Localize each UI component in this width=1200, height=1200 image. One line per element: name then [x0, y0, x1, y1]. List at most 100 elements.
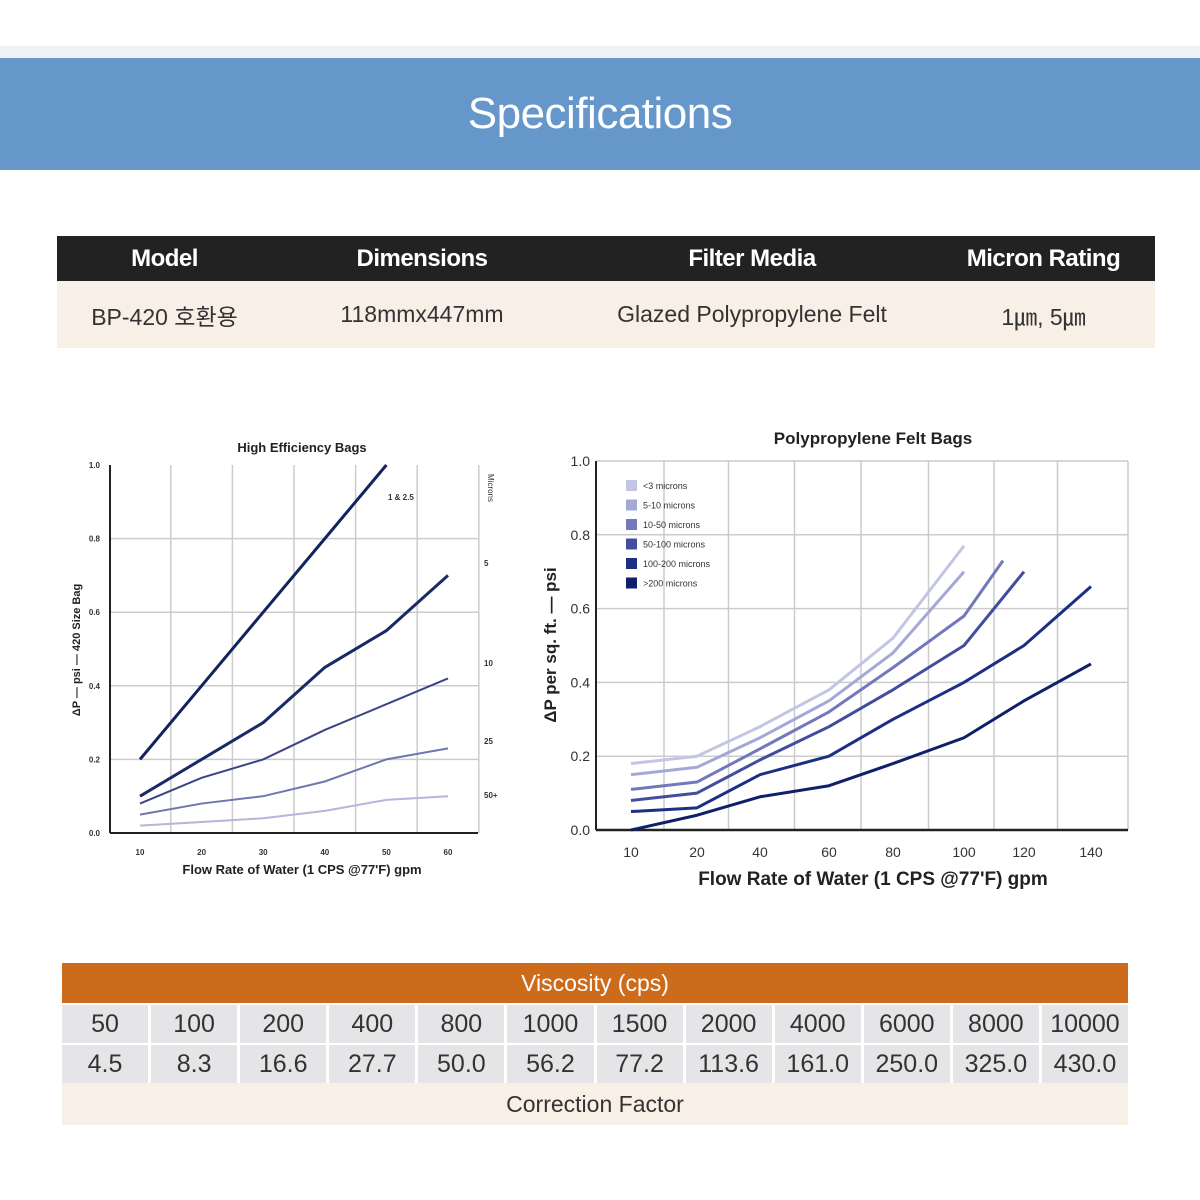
chart-title: High Efficiency Bags: [237, 440, 366, 455]
high-efficiency-bags-chart: High Efficiency Bags Flow Rate of Water …: [71, 440, 498, 877]
x-axis-label: Flow Rate of Water (1 CPS @77'F) gpm: [182, 862, 421, 877]
y-tick-label: 0.2: [89, 755, 101, 764]
y-axis-label: ΔP — psi — 420 Size Bag: [71, 584, 83, 716]
correction-factor-cell: 56.2: [507, 1045, 594, 1083]
top-divider: [0, 46, 1200, 58]
legend-label: >200 microns: [643, 579, 698, 589]
legend-label: 100-200 microns: [643, 559, 711, 569]
viscosity-table: Viscosity (cps) 50 100 200 400 800 1000 1500 20…: [62, 963, 1128, 1125]
y-tick-label: 0.2: [571, 748, 591, 764]
y-tick-label: 0.6: [89, 608, 101, 617]
x-tick-label: 120: [1012, 844, 1036, 860]
page-title: Specifications: [467, 89, 733, 138]
correction-factor-cell: 4.5: [62, 1045, 149, 1083]
x-tick-label: 10: [136, 848, 145, 857]
header-model: Model: [131, 244, 198, 272]
y-tick-label: 0.6: [571, 601, 591, 617]
spec-table-row: BP-420 호환용 118mmx447mm Glazed Polypropyl…: [57, 281, 1155, 348]
x-tick-label: 80: [885, 844, 901, 860]
x-tick-label: 50: [382, 848, 391, 857]
x-tick-label: 40: [320, 848, 329, 857]
series-label: 50+: [484, 791, 498, 800]
series-line-1-2-5: [138, 464, 388, 761]
y-tick-label: 0.8: [89, 535, 101, 544]
legend-swatch: [626, 558, 637, 569]
viscosity-cell: 200: [240, 1005, 327, 1043]
y-tick-label: 1.0: [89, 461, 101, 470]
y-tick-label: 1.0: [571, 453, 591, 469]
y-axis-label: ΔP per sq. ft. — psi: [541, 567, 560, 723]
viscosity-cell: 1500: [596, 1005, 683, 1043]
viscosity-cell: 2000: [685, 1005, 772, 1043]
x-tick-label: 60: [821, 844, 837, 860]
correction-factor-cell: 161.0: [774, 1045, 861, 1083]
viscosity-cell: 50: [62, 1005, 149, 1043]
x-tick-label: 140: [1079, 844, 1103, 860]
series-label: 10: [484, 659, 493, 668]
correction-factor-cell: 16.6: [240, 1045, 327, 1083]
header-micron-rating: Micron Rating: [966, 244, 1121, 272]
correction-factor-cell: 250.0: [863, 1045, 950, 1083]
x-tick-label: 60: [444, 848, 453, 857]
specifications-banner: Specifications: [0, 58, 1200, 170]
series-line-50-: [139, 795, 449, 827]
right-axis-label: Microns: [486, 474, 495, 502]
viscosity-cell: 800: [418, 1005, 505, 1043]
series-line-1: [630, 544, 966, 766]
spec-table: Model Dimensions Filter Media Micron Rat…: [57, 236, 1155, 348]
cell-micron-rating: 1㎛, 5㎛: [1001, 303, 1086, 330]
legend-swatch: [626, 480, 637, 491]
viscosity-cell: 100: [151, 1005, 238, 1043]
correction-factor-cell: 430.0: [1041, 1045, 1128, 1083]
x-axis-label: Flow Rate of Water (1 CPS @77'F) gpm: [698, 869, 1048, 890]
x-tick-label: 10: [623, 844, 639, 860]
correction-factor-cell: 50.0: [418, 1045, 505, 1083]
legend-label: 50-100 microns: [643, 540, 706, 550]
correction-factor-cell: 8.3: [151, 1045, 238, 1083]
series-label: 5: [484, 559, 489, 568]
header-filter-media: Filter Media: [688, 244, 816, 272]
y-tick-label: 0.4: [571, 674, 591, 690]
legend-swatch: [626, 499, 637, 511]
cell-filter-media: Glazed Polypropylene Felt: [617, 301, 887, 327]
x-tick-label: 20: [689, 844, 705, 860]
chart-title: Polypropylene Felt Bags: [774, 429, 972, 448]
series-line-5: [630, 585, 1092, 814]
correction-factor-cell: 325.0: [952, 1045, 1039, 1083]
series-line-10: [139, 677, 449, 805]
x-tick-label: 20: [197, 848, 206, 857]
series-line-5: [139, 574, 450, 798]
x-tick-label: 100: [952, 844, 976, 860]
viscosity-cell: 6000: [863, 1005, 950, 1043]
header-dimensions: Dimensions: [356, 244, 488, 272]
cell-model: BP-420 호환용: [91, 303, 238, 330]
legend-label: 5-10 microns: [643, 501, 696, 511]
viscosity-header: Viscosity (cps): [62, 963, 1128, 1003]
viscosity-cell: 10000: [1041, 1005, 1128, 1043]
y-tick-label: 0.0: [571, 822, 591, 838]
correction-factor-cell: 27.7: [329, 1045, 416, 1083]
y-tick-label: 0.8: [571, 527, 591, 543]
spec-table-header: Model Dimensions Filter Media Micron Rat…: [57, 236, 1155, 281]
correction-factor-cell: 113.6: [685, 1045, 772, 1083]
cell-dimensions: 118mmx447mm: [340, 301, 504, 327]
series-line-4: [630, 570, 1026, 802]
x-tick-label: 30: [259, 848, 268, 857]
y-tick-label: 0.0: [89, 829, 101, 838]
series-label: 25: [484, 737, 493, 746]
viscosity-cell: 400: [329, 1005, 416, 1043]
x-tick-label: 40: [752, 844, 768, 860]
viscosity-cps-row: 50 100 200 400 800 1000 1500 2000 4000 6000 8000 10…: [62, 1005, 1128, 1043]
legend-swatch: [626, 538, 637, 550]
legend-swatch: [626, 519, 637, 530]
legend-label: 10-50 microns: [643, 520, 701, 530]
correction-factor-cell: 77.2: [596, 1045, 683, 1083]
legend-label: <3 microns: [643, 481, 688, 491]
series-line-6: [630, 662, 1092, 832]
series-line-25: [139, 747, 449, 816]
viscosity-cell: 4000: [774, 1005, 861, 1043]
series-label: 1 & 2.5: [388, 493, 414, 502]
viscosity-cell: 8000: [952, 1005, 1039, 1043]
correction-factor-label: Correction Factor: [62, 1083, 1128, 1125]
legend-swatch: [626, 577, 637, 589]
